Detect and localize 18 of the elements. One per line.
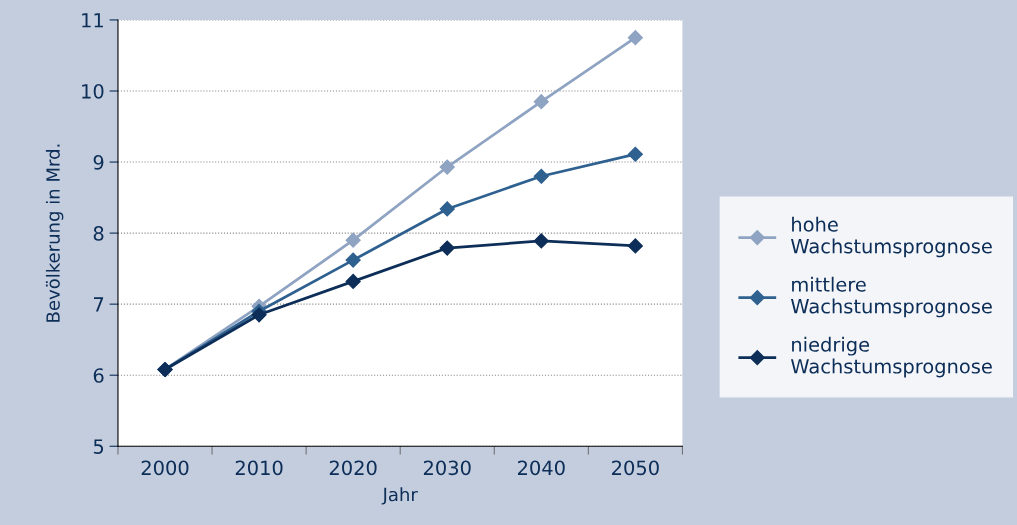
x-tick-label: 2030	[423, 460, 471, 476]
legend-label: hohe Wachstumsprognose	[791, 216, 992, 258]
y-tick-label: 10	[82, 83, 104, 99]
x-tick-label: 2000	[141, 460, 189, 476]
y-tick-label: 6	[93, 368, 104, 383]
x-axis-title: Jahr	[381, 487, 418, 505]
x-tick-label: 2010	[235, 460, 283, 476]
y-tick-label: 11	[82, 13, 103, 28]
y-tick-label: 7	[94, 297, 104, 312]
legend-label: niedrige Wachstumsprognose	[791, 336, 992, 378]
y-tick-label: 5	[93, 439, 104, 454]
legend-label: mittlere Wachstumsprognose	[791, 276, 992, 318]
x-tick-label: 2050	[612, 460, 659, 476]
y-tick-label: 9	[93, 155, 104, 170]
x-tick-label: 2020	[329, 460, 377, 476]
x-tick-label: 2040	[517, 460, 565, 476]
y-axis-title: Bevölkerung in Mrd.	[45, 144, 64, 322]
y-tick-label: 8	[93, 226, 104, 241]
